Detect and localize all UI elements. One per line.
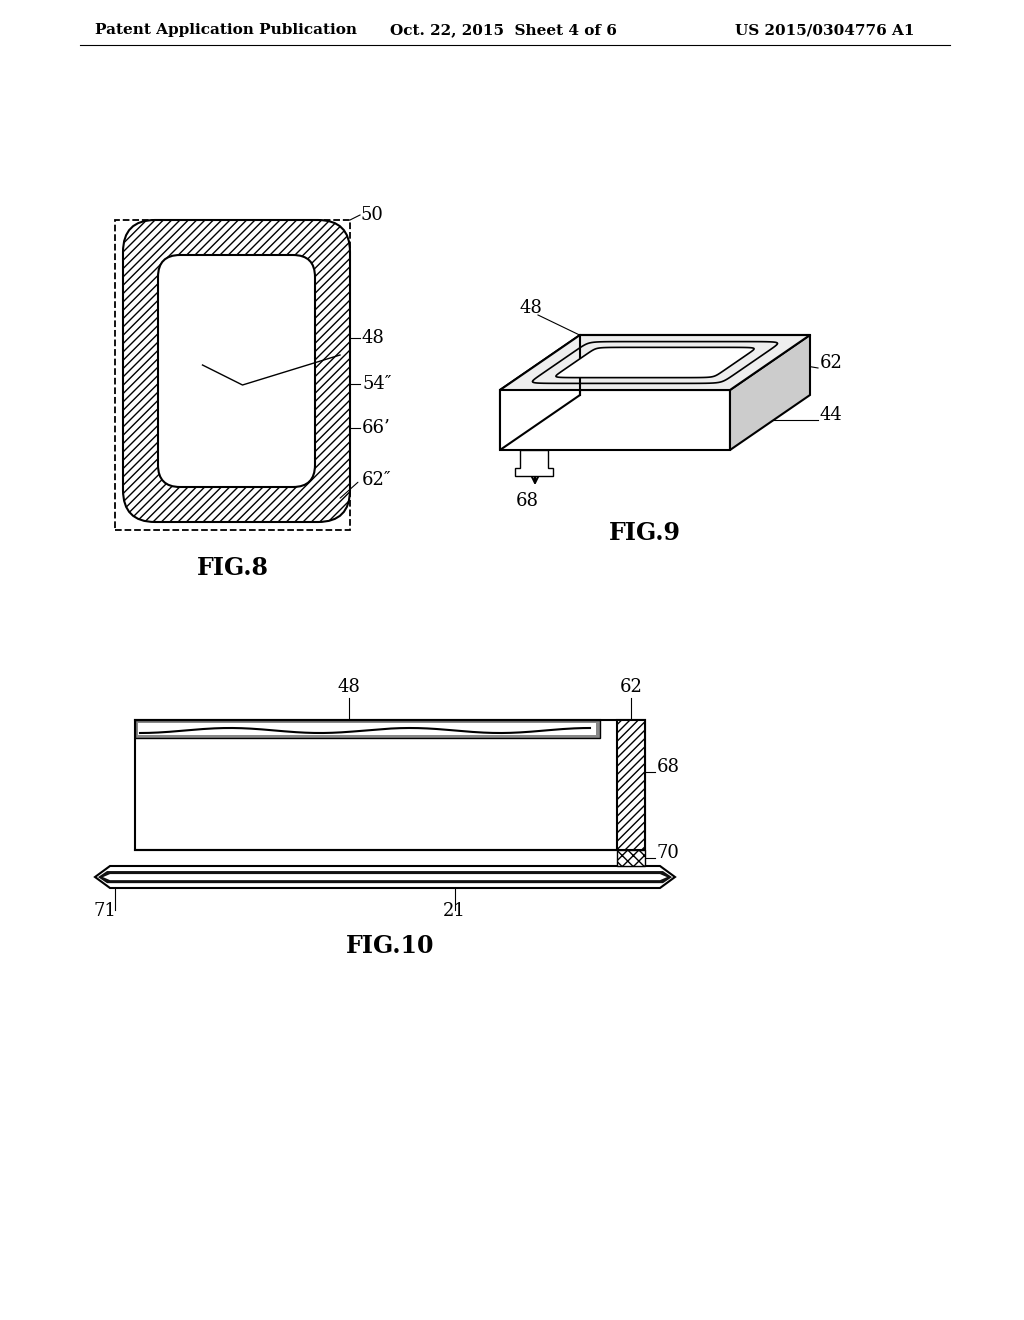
Text: 68: 68 bbox=[515, 492, 539, 510]
Polygon shape bbox=[95, 866, 675, 888]
Text: US 2015/0304776 A1: US 2015/0304776 A1 bbox=[735, 22, 914, 37]
Text: 48: 48 bbox=[520, 300, 543, 317]
Text: FIG.8: FIG.8 bbox=[197, 556, 268, 579]
FancyBboxPatch shape bbox=[158, 255, 315, 487]
Bar bbox=[617, 719, 645, 850]
FancyBboxPatch shape bbox=[123, 220, 350, 521]
Bar bbox=[115, 220, 350, 531]
Polygon shape bbox=[556, 347, 754, 378]
Text: 66’: 66’ bbox=[362, 418, 391, 437]
Bar bbox=[138, 723, 596, 735]
Polygon shape bbox=[103, 874, 667, 880]
Bar bbox=[135, 719, 645, 850]
Text: FIG.9: FIG.9 bbox=[609, 521, 681, 545]
Bar bbox=[500, 389, 730, 450]
Text: 50: 50 bbox=[360, 206, 383, 224]
Text: 44: 44 bbox=[820, 407, 843, 424]
Text: 62″: 62″ bbox=[362, 471, 391, 490]
Text: 48: 48 bbox=[338, 678, 360, 696]
Text: 71: 71 bbox=[93, 902, 117, 920]
Polygon shape bbox=[500, 335, 810, 389]
Text: 48: 48 bbox=[362, 329, 385, 347]
Text: 62: 62 bbox=[620, 678, 642, 696]
Text: Oct. 22, 2015  Sheet 4 of 6: Oct. 22, 2015 Sheet 4 of 6 bbox=[390, 22, 616, 37]
Polygon shape bbox=[98, 871, 672, 883]
Text: 68: 68 bbox=[657, 758, 680, 776]
Polygon shape bbox=[500, 335, 580, 450]
Bar bbox=[617, 850, 645, 866]
Text: Patent Application Publication: Patent Application Publication bbox=[95, 22, 357, 37]
Text: 21: 21 bbox=[443, 902, 466, 920]
Polygon shape bbox=[515, 450, 553, 477]
Text: 70: 70 bbox=[657, 843, 680, 862]
Polygon shape bbox=[730, 335, 810, 450]
Text: FIG.10: FIG.10 bbox=[346, 935, 434, 958]
Bar bbox=[135, 719, 600, 738]
Text: 54″: 54″ bbox=[362, 375, 391, 393]
Text: 62: 62 bbox=[820, 354, 843, 372]
